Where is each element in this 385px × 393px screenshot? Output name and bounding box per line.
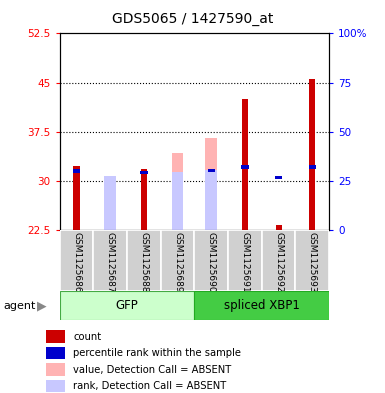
Bar xyxy=(104,178,116,230)
Bar xyxy=(161,230,194,291)
Bar xyxy=(127,230,161,291)
Text: GSM1125686: GSM1125686 xyxy=(72,232,81,292)
Text: GSM1125693: GSM1125693 xyxy=(308,232,317,292)
Text: percentile rank within the sample: percentile rank within the sample xyxy=(73,348,241,358)
Text: value, Detection Call = ABSENT: value, Detection Call = ABSENT xyxy=(73,365,231,375)
Bar xyxy=(309,79,315,230)
Text: GSM1125692: GSM1125692 xyxy=(274,232,283,292)
Bar xyxy=(46,364,65,376)
Bar xyxy=(93,230,127,291)
Bar xyxy=(74,166,80,230)
Bar xyxy=(141,169,147,230)
Bar xyxy=(46,380,65,392)
Text: spliced XBP1: spliced XBP1 xyxy=(224,299,300,312)
Bar xyxy=(73,169,80,173)
Bar xyxy=(228,230,262,291)
Bar xyxy=(46,331,65,343)
Bar xyxy=(309,165,316,169)
Bar xyxy=(172,172,184,230)
Text: GSM1125687: GSM1125687 xyxy=(106,232,115,292)
Bar xyxy=(46,347,65,359)
Text: GDS5065 / 1427590_at: GDS5065 / 1427590_at xyxy=(112,12,273,26)
Bar xyxy=(104,176,116,230)
Text: ▶: ▶ xyxy=(37,299,46,312)
Bar xyxy=(205,138,217,230)
Text: GSM1125691: GSM1125691 xyxy=(241,232,249,292)
Bar xyxy=(208,169,215,172)
Bar xyxy=(194,291,329,320)
Bar xyxy=(262,230,296,291)
Bar xyxy=(140,171,147,174)
Bar xyxy=(172,153,184,230)
Bar xyxy=(194,230,228,291)
Bar xyxy=(275,176,282,179)
Bar xyxy=(242,99,248,230)
Bar xyxy=(276,225,282,230)
Text: GSM1125689: GSM1125689 xyxy=(173,232,182,292)
Text: rank, Detection Call = ABSENT: rank, Detection Call = ABSENT xyxy=(73,381,226,391)
Text: GSM1125688: GSM1125688 xyxy=(139,232,148,292)
Text: count: count xyxy=(73,332,101,342)
Text: GFP: GFP xyxy=(116,299,139,312)
Bar xyxy=(205,170,217,230)
Bar xyxy=(296,230,329,291)
Text: GSM1125690: GSM1125690 xyxy=(207,232,216,292)
Bar xyxy=(60,291,194,320)
Text: agent: agent xyxy=(4,301,36,311)
Bar xyxy=(241,165,249,169)
Bar xyxy=(60,230,93,291)
